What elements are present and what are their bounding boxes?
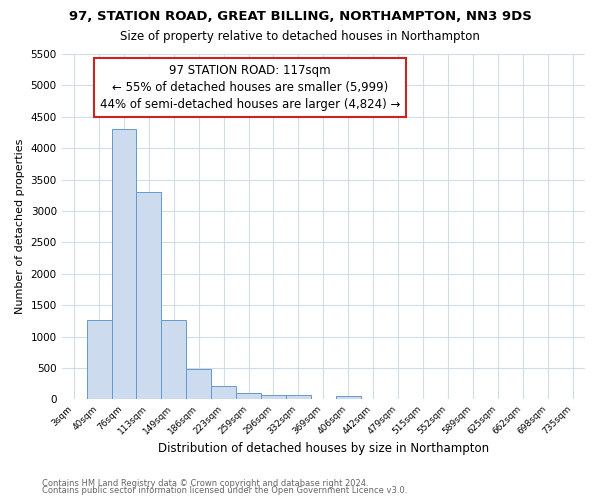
Text: 97 STATION ROAD: 117sqm
← 55% of detached houses are smaller (5,999)
44% of semi: 97 STATION ROAD: 117sqm ← 55% of detache… xyxy=(100,64,400,112)
Bar xyxy=(161,320,186,400)
Bar xyxy=(261,395,286,400)
Text: Contains HM Land Registry data © Crown copyright and database right 2024.: Contains HM Land Registry data © Crown c… xyxy=(42,478,368,488)
Bar xyxy=(336,396,361,400)
Bar xyxy=(86,320,112,400)
Bar xyxy=(236,393,261,400)
Bar xyxy=(211,386,236,400)
Bar xyxy=(286,395,311,400)
Bar xyxy=(136,192,161,400)
Bar xyxy=(112,130,136,400)
Text: 97, STATION ROAD, GREAT BILLING, NORTHAMPTON, NN3 9DS: 97, STATION ROAD, GREAT BILLING, NORTHAM… xyxy=(68,10,532,23)
Text: Contains public sector information licensed under the Open Government Licence v3: Contains public sector information licen… xyxy=(42,486,407,495)
Text: Size of property relative to detached houses in Northampton: Size of property relative to detached ho… xyxy=(120,30,480,43)
Y-axis label: Number of detached properties: Number of detached properties xyxy=(15,139,25,314)
X-axis label: Distribution of detached houses by size in Northampton: Distribution of detached houses by size … xyxy=(158,442,489,455)
Bar xyxy=(186,370,211,400)
